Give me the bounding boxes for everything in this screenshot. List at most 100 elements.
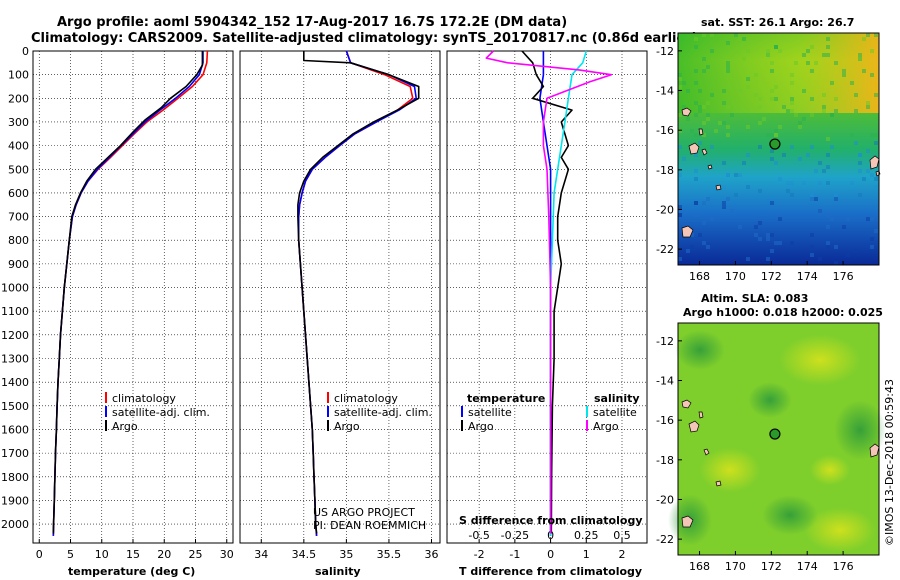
island-shape <box>715 184 722 191</box>
sst-pixel <box>678 213 682 217</box>
sst-pixel <box>870 217 874 221</box>
sst-pixel <box>770 89 774 93</box>
sst-pixel <box>754 73 758 77</box>
sst-pixel <box>862 69 866 73</box>
sst-pixel <box>790 97 794 101</box>
sst-pixel <box>770 69 774 73</box>
island-shape <box>688 142 700 155</box>
temperature-legend: climatology satellite-adj. clim. Argo <box>105 392 210 433</box>
sst-pixel <box>726 41 730 45</box>
sla-high-eddy <box>700 448 760 492</box>
sst-pixel-texture <box>678 33 878 265</box>
sst-pixel <box>786 181 790 185</box>
sst-pixel <box>734 173 738 177</box>
sst-pixel <box>758 145 762 149</box>
sst-pixel <box>770 201 774 205</box>
salinity-tick-labels: 34 34.5 35 35.5 36 <box>254 539 438 561</box>
sst-pixel <box>810 113 814 117</box>
lon-tick-label: 174 <box>797 270 818 283</box>
sst-pixel <box>702 33 706 37</box>
sst-pixel <box>826 245 830 249</box>
depth-tick-label: 1600 <box>1 423 29 436</box>
depth-tick-label: 1200 <box>1 329 29 342</box>
sst-pixel <box>682 157 686 161</box>
sst-pixel <box>778 217 782 221</box>
sla-low-eddy <box>834 400 886 460</box>
pi-credit: PI: DEAN ROEMMICH <box>313 519 426 532</box>
legend-temperature-title: temperature <box>467 392 545 405</box>
sst-pixel <box>722 185 726 189</box>
sst-pixel <box>854 249 858 253</box>
sla-high-eddy <box>810 455 850 485</box>
sla-high-eddy <box>780 335 860 385</box>
sst-pixel <box>702 69 706 73</box>
difference-axes-frame <box>446 50 648 544</box>
sst-pixel <box>778 177 782 181</box>
sst-pixel <box>694 37 698 41</box>
sst-pixel <box>778 125 782 129</box>
sst-pixel <box>854 141 858 145</box>
sst-pixel <box>698 89 702 93</box>
lat-tick-label: -16 <box>656 414 674 427</box>
sst-pixel <box>826 45 830 49</box>
depth-tick-label: 0 <box>22 45 29 58</box>
sst-pixel <box>834 193 838 197</box>
sst-pixel <box>770 61 774 65</box>
sst-pixel <box>734 33 738 37</box>
title-line-2: Climatology: CARS2009. Satellite-adjuste… <box>31 31 698 46</box>
sst-pixel <box>746 77 750 81</box>
sst-islands <box>681 107 881 238</box>
sst-pixel <box>770 149 774 153</box>
sst-pixel <box>722 101 726 105</box>
sst-pixel <box>706 113 710 117</box>
sst-map-frame <box>677 32 880 266</box>
legend-t-satellite-label: satellite <box>468 406 512 419</box>
sst-pixel <box>762 117 766 121</box>
legend-argo-label: Argo <box>112 420 138 433</box>
island-shape <box>698 411 704 419</box>
sst-pixel <box>714 129 718 133</box>
sst-pixel <box>694 201 698 205</box>
sst-pixel <box>826 153 830 157</box>
sst-map-panel: sat. SST: 26.1 Argo: 26.7 168 170 172 174 17… <box>656 16 881 283</box>
depth-tick-label: 800 <box>8 234 29 247</box>
sst-map-ticks: 168 170 172 174 176 -12 -14 -16 -18 -20 -22 <box>656 45 854 283</box>
island-shape <box>869 155 880 170</box>
sst-pixel <box>738 173 742 177</box>
x-tick-label: 0 <box>36 548 43 561</box>
sla-islands <box>681 399 880 528</box>
sst-pixel <box>858 53 862 57</box>
sst-pixel <box>870 173 874 177</box>
x-tick-label: 15 <box>126 548 140 561</box>
sst-pixel <box>798 157 802 161</box>
sst-pixel <box>742 57 746 61</box>
t-difference-xlabel: T difference from climatology <box>459 565 642 578</box>
salinity-gridlines <box>240 50 440 543</box>
sst-pixel <box>874 185 878 189</box>
sst-pixel <box>706 65 710 69</box>
sst-pixel <box>678 145 682 149</box>
sst-pixel <box>686 249 690 253</box>
sst-pixel <box>758 105 762 109</box>
sst-pixel <box>810 45 814 49</box>
lat-tick-label: -14 <box>656 375 674 388</box>
sst-pixel <box>826 165 830 169</box>
sst-pixel <box>834 197 838 201</box>
lat-tick-label: -22 <box>656 243 674 256</box>
island-shape <box>688 420 700 433</box>
sla-low-eddy <box>762 495 818 535</box>
legend-climatology-label: climatology <box>112 392 176 405</box>
sst-pixel <box>858 193 862 197</box>
sst-pixel <box>694 153 698 157</box>
sst-pixel <box>854 93 858 97</box>
sst-pixel <box>702 201 706 205</box>
sst-pixel <box>874 33 878 37</box>
sst-pixel <box>702 57 706 61</box>
sst-pixel <box>834 97 838 101</box>
sst-pixel <box>818 209 822 213</box>
sst-pixel <box>730 209 734 213</box>
sst-pixel <box>770 233 774 237</box>
depth-tick-label: 1700 <box>1 447 29 460</box>
lon-tick-label: 172 <box>761 560 782 573</box>
sst-pixel <box>818 181 822 185</box>
